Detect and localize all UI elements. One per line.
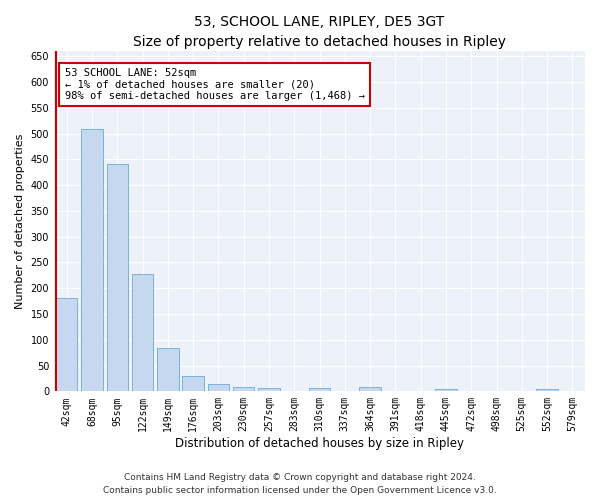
Bar xyxy=(182,376,204,392)
Bar xyxy=(56,298,77,392)
Bar xyxy=(359,387,381,392)
Bar xyxy=(157,348,179,392)
Bar xyxy=(81,129,103,392)
Bar xyxy=(233,386,254,392)
Bar xyxy=(208,384,229,392)
Text: Contains HM Land Registry data © Crown copyright and database right 2024.
Contai: Contains HM Land Registry data © Crown c… xyxy=(103,474,497,495)
Title: 53, SCHOOL LANE, RIPLEY, DE5 3GT
Size of property relative to detached houses in: 53, SCHOOL LANE, RIPLEY, DE5 3GT Size of… xyxy=(133,15,506,48)
Bar xyxy=(132,274,153,392)
Y-axis label: Number of detached properties: Number of detached properties xyxy=(15,134,25,309)
Bar xyxy=(435,389,457,392)
X-axis label: Distribution of detached houses by size in Ripley: Distribution of detached houses by size … xyxy=(175,437,464,450)
Bar xyxy=(107,164,128,392)
Bar xyxy=(309,388,330,392)
Bar xyxy=(536,389,558,392)
Text: 53 SCHOOL LANE: 52sqm
← 1% of detached houses are smaller (20)
98% of semi-detac: 53 SCHOOL LANE: 52sqm ← 1% of detached h… xyxy=(65,68,365,102)
Bar xyxy=(258,388,280,392)
